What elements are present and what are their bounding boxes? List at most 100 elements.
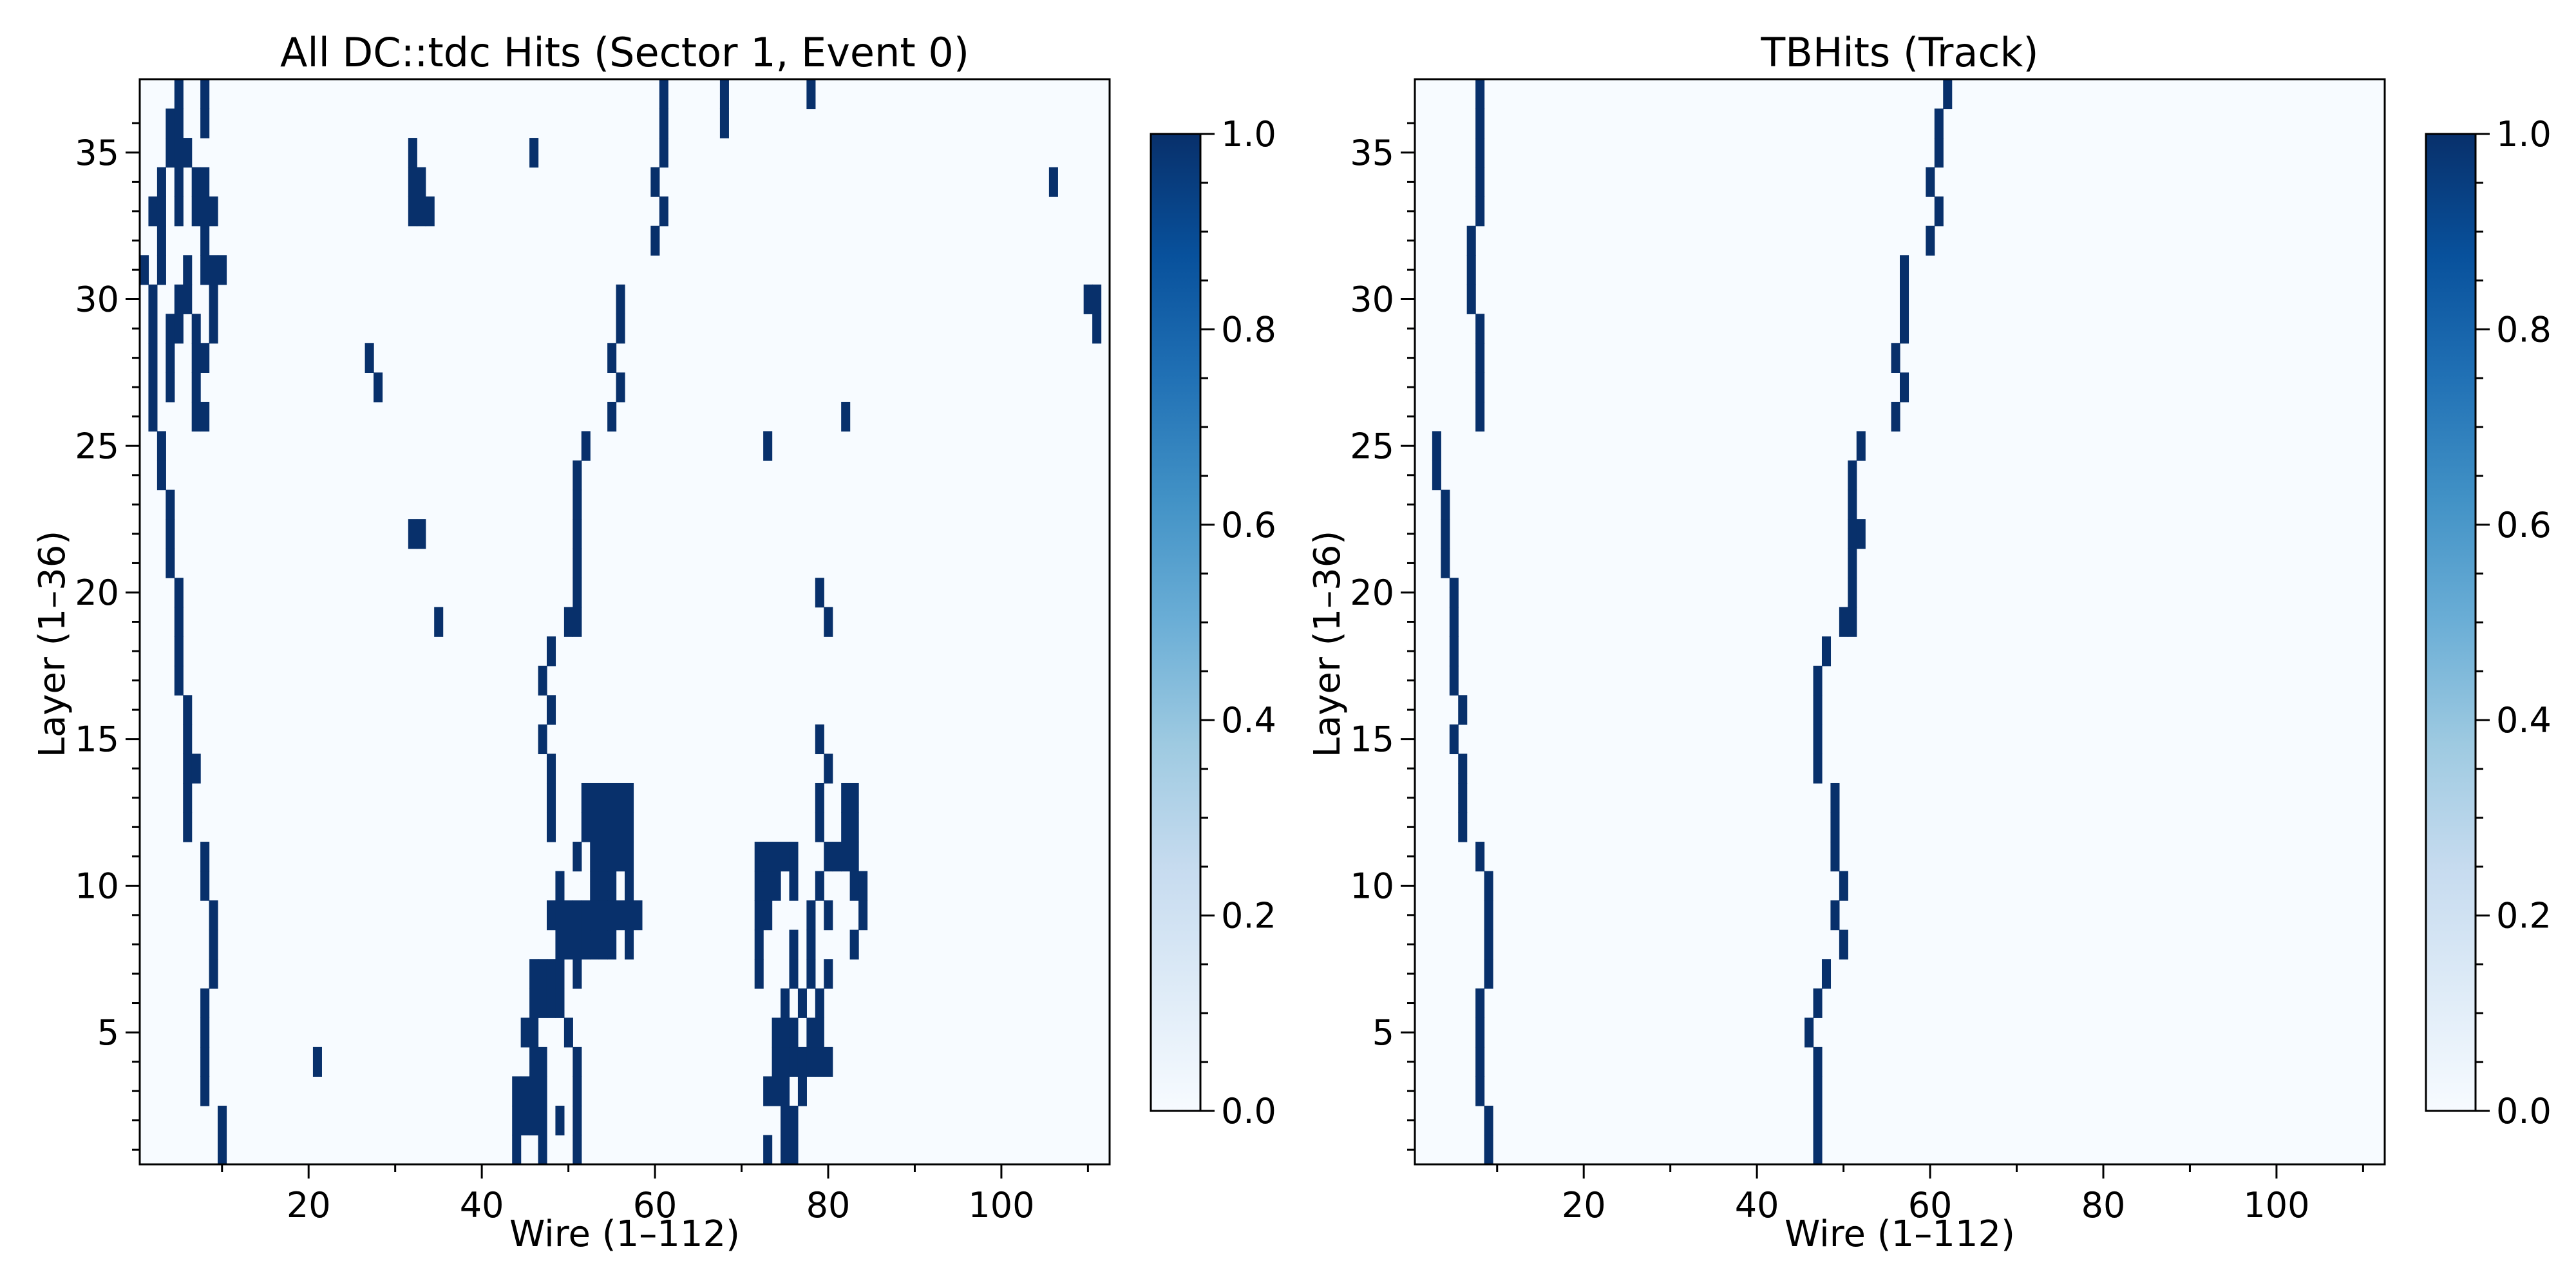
- y-tick-label: 5: [1372, 1012, 1394, 1053]
- hit-cell: [1891, 343, 1900, 373]
- hit-cell: [806, 900, 816, 931]
- hit-cell: [1441, 489, 1450, 520]
- hit-cell: [417, 519, 426, 549]
- hit-cell: [1934, 108, 1944, 138]
- hit-cell: [148, 343, 158, 373]
- hit-cell: [581, 782, 591, 813]
- hit-cell: [408, 167, 417, 197]
- hit-cell: [1458, 782, 1468, 813]
- colorbar-tick-label: 0.6: [1221, 505, 1276, 545]
- hit-cell: [183, 782, 193, 813]
- right-y-axis-label: Layer (1–36): [1307, 531, 1349, 758]
- hit-cell: [312, 1046, 322, 1077]
- hit-cell: [555, 900, 565, 931]
- hit-cell: [200, 343, 210, 373]
- hit-cell: [148, 401, 158, 432]
- hit-cell: [1848, 519, 1857, 549]
- hit-cell: [754, 929, 764, 960]
- hit-cell: [191, 343, 201, 373]
- hit-cell: [1891, 401, 1900, 432]
- colorbar-tick-label: 0.0: [2496, 1091, 2552, 1132]
- hit-cell: [374, 372, 383, 402]
- colorbar-tick-label: 0.4: [1221, 700, 1276, 741]
- hit-cell: [598, 929, 608, 960]
- hit-cell: [1856, 519, 1866, 549]
- hit-cell: [815, 724, 824, 755]
- hit-cell: [832, 842, 842, 872]
- hit-cell: [815, 782, 824, 813]
- hit-cell: [789, 1018, 799, 1048]
- hit-cell: [546, 782, 556, 813]
- hit-cell: [1475, 108, 1485, 138]
- hit-cell: [183, 724, 193, 755]
- hit-cell: [408, 138, 417, 168]
- hit-cell: [754, 871, 764, 901]
- hit-cell: [772, 842, 781, 872]
- hit-cell: [824, 753, 833, 784]
- hit-cell: [1900, 372, 1909, 402]
- hit-cell: [849, 782, 859, 813]
- hit-cell: [1839, 607, 1848, 637]
- hit-cell: [546, 753, 556, 784]
- hit-cell: [815, 578, 824, 608]
- hit-cell: [191, 372, 201, 402]
- hit-cell: [200, 988, 210, 1018]
- hit-cell: [598, 812, 608, 842]
- hit-cell: [156, 225, 166, 256]
- x-tick-label: 20: [1562, 1185, 1606, 1226]
- hit-cell: [824, 900, 833, 931]
- hit-cell: [538, 988, 547, 1018]
- hit-cell: [148, 314, 158, 344]
- hit-cell: [815, 871, 824, 901]
- right-colorbar: 0.0 0.2 0.4 0.6 0.8 1.0: [2425, 114, 2552, 1132]
- y-tick-label: 30: [75, 279, 119, 320]
- hit-cell: [797, 988, 807, 1018]
- hit-cell: [573, 1046, 582, 1077]
- hit-cell: [1813, 1105, 1823, 1136]
- hit-cell: [538, 959, 547, 989]
- hit-cell: [1458, 695, 1468, 725]
- hit-cell: [174, 108, 184, 138]
- hit-cell: [1813, 988, 1823, 1018]
- y-tick-label: 20: [75, 573, 119, 613]
- hit-cell: [555, 959, 565, 989]
- hit-cell: [555, 1105, 565, 1136]
- hit-cell: [166, 108, 175, 138]
- hit-cell: [581, 900, 591, 931]
- hit-cell: [797, 1076, 807, 1106]
- hit-cell: [625, 812, 634, 842]
- colorbar-tick-label: 0.6: [2496, 505, 2552, 545]
- hit-cell: [581, 812, 591, 842]
- hit-cell: [789, 929, 799, 960]
- hit-cell: [546, 812, 556, 842]
- hit-cell: [781, 1018, 790, 1048]
- hit-cell: [789, 842, 799, 872]
- hit-cell: [1804, 1018, 1814, 1048]
- hit-cell: [1441, 519, 1450, 549]
- hit-cell: [546, 959, 556, 989]
- hit-cell: [1813, 724, 1823, 755]
- hit-cell: [1475, 1046, 1485, 1077]
- hit-cell: [573, 578, 582, 608]
- x-tick-label: 80: [2081, 1185, 2126, 1226]
- hit-cell: [520, 1018, 530, 1048]
- hit-cell: [200, 108, 210, 138]
- hit-cell: [546, 988, 556, 1018]
- hit-cell: [1449, 636, 1459, 667]
- hit-cell: [1813, 695, 1823, 725]
- hit-cell: [1475, 401, 1485, 432]
- hit-cell: [1856, 431, 1866, 461]
- y-tick-label: 5: [97, 1012, 119, 1053]
- hit-cell: [1813, 1135, 1823, 1165]
- hit-cell: [529, 988, 539, 1018]
- hit-cell: [1813, 1076, 1823, 1106]
- hit-cell: [781, 988, 790, 1018]
- hit-cell: [564, 607, 573, 637]
- hit-cell: [573, 959, 582, 989]
- hit-cell: [546, 636, 556, 667]
- hit-cell: [797, 1046, 807, 1077]
- hit-cell: [650, 167, 660, 197]
- hit-cell: [538, 1135, 547, 1165]
- hit-cell: [1475, 167, 1485, 197]
- hit-cell: [174, 314, 184, 344]
